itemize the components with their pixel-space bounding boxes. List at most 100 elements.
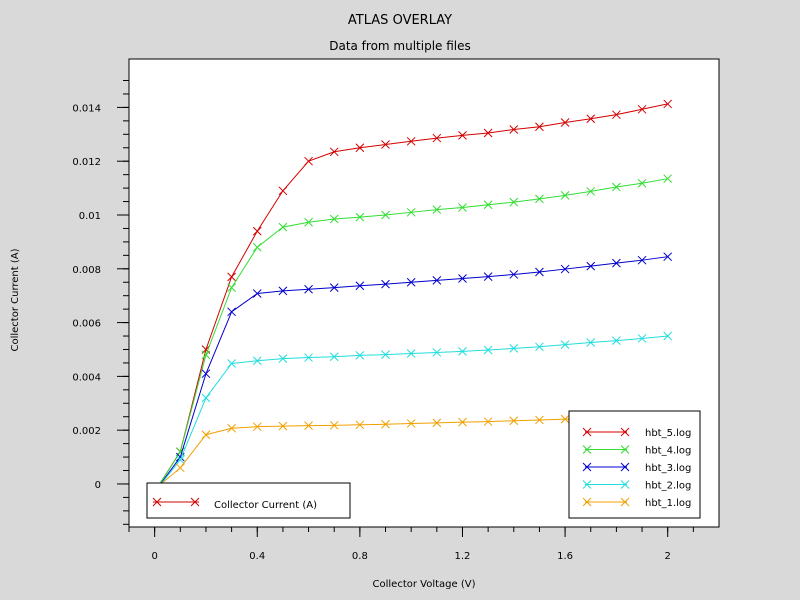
legend-label: hbt_1.log [645, 498, 691, 509]
data-point [201, 430, 211, 440]
x-tick-label: 2 [665, 551, 671, 562]
data-point [329, 420, 339, 430]
data-point [304, 217, 313, 227]
data-point [329, 147, 339, 157]
data-point [535, 267, 544, 277]
y-tick-label: 0.002 [72, 426, 101, 437]
x-tick-label: 0.8 [352, 551, 368, 562]
data-point [304, 353, 313, 362]
y-tick-label: 0.014 [72, 103, 101, 114]
y-axis: 0 0.002 0.004 0.006 0.008 0.01 0.012 0.014 [72, 103, 129, 491]
data-point [406, 136, 416, 146]
data-point [637, 178, 647, 188]
data-point [509, 416, 519, 426]
data-point [406, 349, 416, 358]
legend-marker [582, 427, 592, 437]
data-point [483, 200, 493, 210]
data-point [304, 421, 313, 430]
data-point [432, 133, 442, 143]
legend-left-box [146, 482, 351, 519]
data-point [278, 186, 288, 196]
legend-left: Collector Current (A) [146, 482, 351, 519]
data-point [406, 207, 416, 217]
data-point [201, 393, 211, 403]
data-point [535, 194, 544, 204]
data-point [381, 140, 390, 149]
data-point [612, 182, 621, 192]
data-point [509, 270, 519, 279]
data-point [355, 212, 365, 222]
data-point [637, 334, 647, 343]
data-point [304, 284, 313, 294]
data-point [227, 359, 236, 368]
data-point [201, 350, 211, 360]
data-point [663, 252, 673, 262]
x-tick-label: 1.6 [557, 551, 573, 562]
legend-marker [620, 480, 630, 489]
data-point [381, 350, 390, 359]
legend-item: hbt_5.log [582, 427, 691, 439]
data-point [329, 283, 339, 292]
legend-left-marker [190, 497, 200, 507]
data-point [252, 242, 262, 252]
data-point [612, 258, 621, 268]
legend-marker [582, 462, 592, 472]
legend-marker [582, 497, 592, 507]
data-point [355, 281, 365, 291]
data-point [458, 417, 467, 427]
y-tick-label: 0.008 [72, 265, 101, 276]
legend-marker [582, 480, 592, 489]
data-point [329, 352, 339, 362]
data-point [252, 226, 262, 236]
data-point [329, 214, 339, 224]
legend-left-sample [152, 497, 200, 507]
data-point [175, 455, 185, 465]
data-point [560, 191, 570, 200]
data-point [560, 340, 570, 349]
legend-item: hbt_1.log [582, 497, 691, 509]
data-point [509, 197, 519, 207]
chart-title: ATLAS OVERLAY [347, 13, 453, 28]
y-axis-label: Collector Current (A) [10, 248, 21, 351]
legend-marker [582, 445, 592, 454]
data-point [355, 420, 365, 430]
data-point [201, 369, 211, 379]
y-tick-label: 0 [95, 480, 101, 491]
data-point [663, 331, 673, 341]
data-point [535, 122, 544, 132]
data-point [227, 307, 236, 317]
data-point [509, 344, 519, 353]
legend-marker [620, 462, 630, 472]
data-point [509, 125, 519, 134]
data-point [663, 174, 673, 184]
data-point [227, 283, 236, 292]
legend-marker [620, 497, 630, 507]
data-point [586, 338, 596, 347]
data-point [278, 421, 288, 431]
data-point [406, 277, 416, 287]
data-point [278, 222, 288, 232]
data-point [278, 354, 288, 363]
data-point [483, 345, 493, 355]
data-point [560, 118, 570, 127]
legend-item: hbt_3.log [582, 462, 691, 474]
legend-marker [620, 427, 630, 437]
data-point [586, 186, 596, 196]
data-point [535, 415, 544, 425]
series-hbt-2-log [150, 331, 673, 497]
data-point [458, 203, 467, 212]
legend-marker [620, 445, 630, 454]
data-point [175, 463, 185, 473]
y-tick-label: 0.01 [79, 211, 101, 222]
data-point [637, 255, 647, 265]
legend-right-items: hbt_5.log hbt_4.log hbt_3.log hbt_2.log hbt_… [582, 427, 691, 509]
data-point [406, 419, 416, 428]
data-point [227, 272, 236, 282]
legend-label: hbt_2.log [645, 481, 691, 492]
data-point [458, 274, 467, 283]
legend-label: hbt_3.log [645, 463, 691, 474]
data-point [432, 276, 442, 285]
legend-label: hbt_5.log [645, 428, 691, 439]
data-point [252, 289, 262, 298]
data-point [355, 351, 365, 360]
